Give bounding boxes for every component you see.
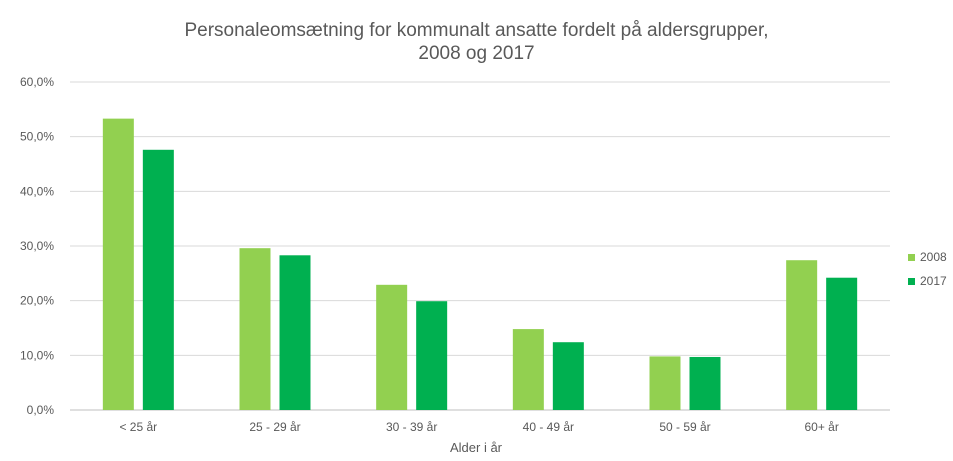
bar-2017-1 bbox=[279, 255, 311, 410]
y-tick-label: 50,0% bbox=[20, 130, 54, 144]
legend-swatch-2017 bbox=[908, 277, 915, 285]
chart-title-line-2: 2008 og 2017 bbox=[418, 43, 535, 64]
x-tick-label: 25 - 29 år bbox=[249, 420, 300, 434]
y-tick-label: 10,0% bbox=[20, 348, 54, 362]
y-tick-label: 20,0% bbox=[20, 294, 54, 308]
bar-2017-3 bbox=[552, 342, 584, 410]
bar-2017-5 bbox=[826, 277, 858, 410]
bar-2008-5 bbox=[786, 260, 818, 410]
bar-2008-0 bbox=[102, 118, 134, 411]
bar-2008-2 bbox=[376, 284, 408, 410]
bar-2008-3 bbox=[512, 329, 544, 410]
legend-label-2017: 2017 bbox=[920, 274, 947, 288]
legend-item-2008: 2008 bbox=[908, 250, 947, 264]
x-tick-label: 50 - 59 år bbox=[659, 420, 710, 434]
bar-2017-0 bbox=[142, 149, 174, 410]
x-tick-label: 30 - 39 år bbox=[386, 420, 437, 434]
chart-title-line-1: Personaleomsætning for kommunalt ansatte… bbox=[184, 20, 769, 41]
legend-swatch-2008 bbox=[908, 253, 915, 261]
bar-2017-4 bbox=[689, 356, 721, 410]
bar-2008-1 bbox=[239, 248, 271, 410]
x-tick-label: 60+ år bbox=[804, 420, 838, 434]
x-tick-label: < 25 år bbox=[119, 420, 157, 434]
y-tick-label: 60,0% bbox=[20, 75, 54, 89]
bar-2017-2 bbox=[416, 301, 448, 410]
x-axis-label: Alder i år bbox=[450, 440, 503, 455]
x-tick-label: 40 - 49 år bbox=[523, 420, 574, 434]
bar-2008-4 bbox=[649, 356, 681, 410]
y-tick-label: 40,0% bbox=[20, 184, 54, 198]
y-tick-label: 30,0% bbox=[20, 239, 54, 253]
y-tick-label: 0,0% bbox=[27, 403, 55, 417]
legend-label-2008: 2008 bbox=[920, 250, 947, 264]
legend-item-2017: 2017 bbox=[908, 274, 947, 288]
